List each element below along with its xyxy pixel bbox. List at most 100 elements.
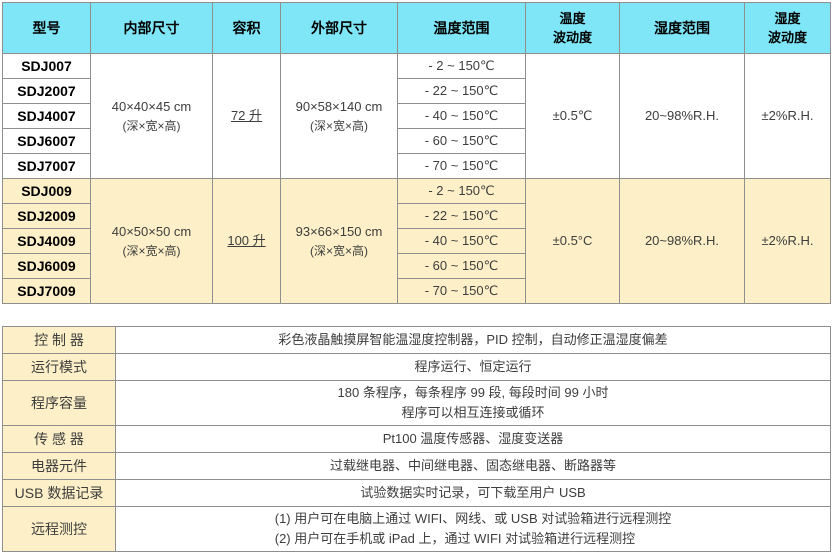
header-volume: 容积 bbox=[212, 2, 281, 54]
feature-value: 180 条程序，每条程序 99 段, 每段时间 99 小时 程序可以相互连接或循… bbox=[115, 380, 831, 426]
temp-range-cell: - 22 ~ 150℃ bbox=[397, 78, 526, 104]
model-cell: SDJ009 bbox=[2, 178, 91, 204]
feature-value-line: (2) 用户可在手机或 iPad 上，通过 WIFI 对试验箱进行远程测控 bbox=[274, 531, 636, 546]
feature-row-run-mode: 运行模式 程序运行、恒定运行 bbox=[2, 353, 831, 381]
feature-value-line: 过载继电器、中间继电器、固态继电器、断路器等 bbox=[329, 458, 616, 473]
header-humidity-fluctuation-line2: 波动度 bbox=[767, 30, 807, 45]
model-cell: SDJ6007 bbox=[2, 128, 91, 154]
feature-value-left-block: (1) 用户可在电脑上通过 WIFI、网线、或 USB 对试验箱进行远程测控 (… bbox=[275, 509, 672, 549]
volume-value: 72 升 bbox=[230, 108, 263, 123]
header-humidity-fluctuation: 湿度 波动度 bbox=[744, 2, 831, 54]
internal-size-value: 40×40×45 cm bbox=[111, 98, 192, 114]
feature-row-usb-logging: USB 数据记录 试验数据实时记录，可下载至用户 USB bbox=[2, 479, 831, 507]
feature-row-electrical: 电器元件 过载继电器、中间继电器、固态继电器、断路器等 bbox=[2, 452, 831, 480]
temp-range-cell: - 2 ~ 150℃ bbox=[397, 53, 526, 79]
model-cell: SDJ2009 bbox=[2, 203, 91, 229]
model-cell: SDJ4007 bbox=[2, 103, 91, 129]
spec-table: 型号 内部尺寸 容积 外部尺寸 温度范围 温度 波动度 湿度范围 湿度 波动度 … bbox=[2, 2, 831, 304]
temp-range-cell: - 70 ~ 150℃ bbox=[397, 153, 526, 179]
feature-value-line: 程序可以相互连接或循环 bbox=[401, 405, 545, 420]
header-temp-fluctuation: 温度 波动度 bbox=[525, 2, 620, 54]
external-size-cell: 90×58×140 cm (深×宽×高) bbox=[280, 53, 398, 179]
humidity-range-cell: 20~98%R.H. bbox=[619, 178, 745, 304]
humidity-fluctuation-cell: ±2%R.H. bbox=[744, 178, 831, 304]
feature-label: 远程测控 bbox=[2, 506, 116, 552]
humidity-fluctuation-cell: ±2%R.H. bbox=[744, 53, 831, 179]
header-humidity-fluctuation-line1: 湿度 bbox=[774, 11, 801, 26]
feature-label: 传 感 器 bbox=[2, 425, 116, 453]
feature-value: Pt100 温度传感器、湿度变送器 bbox=[115, 425, 831, 453]
feature-row-controller: 控 制 器 彩色液晶触摸屏智能温湿度控制器，PID 控制，自动修正温湿度偏差 bbox=[2, 326, 831, 354]
temp-range-cell: - 60 ~ 150℃ bbox=[397, 253, 526, 279]
feature-value: 程序运行、恒定运行 bbox=[115, 353, 831, 381]
header-external-size: 外部尺寸 bbox=[280, 2, 398, 54]
feature-row-remote-control: 远程测控 (1) 用户可在电脑上通过 WIFI、网线、或 USB 对试验箱进行远… bbox=[2, 506, 831, 552]
temp-range-cell: - 22 ~ 150℃ bbox=[397, 203, 526, 229]
internal-size-cell: 40×40×45 cm (深×宽×高) bbox=[90, 53, 213, 179]
table-row: SDJ007 40×40×45 cm (深×宽×高) 72 升 90×58×14… bbox=[2, 53, 831, 179]
table-row: SDJ7007 - 70 ~ 150℃ bbox=[2, 153, 831, 179]
feature-value: (1) 用户可在电脑上通过 WIFI、网线、或 USB 对试验箱进行远程测控 (… bbox=[115, 506, 831, 552]
temp-fluctuation-cell: ±0.5℃ bbox=[525, 53, 620, 179]
volume-cell: 72 升 bbox=[212, 53, 281, 179]
table-row: SDJ4009 - 40 ~ 150℃ bbox=[2, 228, 831, 254]
spec-header-row: 型号 内部尺寸 容积 外部尺寸 温度范围 温度 波动度 湿度范围 湿度 波动度 bbox=[2, 2, 831, 54]
feature-value: 试验数据实时记录，可下载至用户 USB bbox=[115, 479, 831, 507]
table-row: SDJ4007 - 40 ~ 150℃ bbox=[2, 103, 831, 129]
feature-row-sensor: 传 感 器 Pt100 温度传感器、湿度变送器 bbox=[2, 425, 831, 453]
feature-label: 电器元件 bbox=[2, 452, 116, 480]
table-gap bbox=[2, 304, 830, 326]
internal-size-cell: 40×50×50 cm (深×宽×高) bbox=[90, 178, 213, 304]
feature-value-line: 试验数据实时记录，可下载至用户 USB bbox=[360, 485, 586, 500]
model-cell: SDJ7007 bbox=[2, 153, 91, 179]
volume-cell: 100 升 bbox=[212, 178, 281, 304]
external-size-value: 90×58×140 cm bbox=[295, 98, 383, 114]
table-row: SDJ6007 - 60 ~ 150℃ bbox=[2, 128, 831, 154]
temp-range-cell: - 60 ~ 150℃ bbox=[397, 128, 526, 154]
external-size-note: (深×宽×高) bbox=[309, 118, 368, 133]
temp-range-cell: - 70 ~ 150℃ bbox=[397, 278, 526, 304]
feature-label: 运行模式 bbox=[2, 353, 116, 381]
table-row: SDJ6009 - 60 ~ 150℃ bbox=[2, 253, 831, 279]
feature-row-program-capacity: 程序容量 180 条程序，每条程序 99 段, 每段时间 99 小时 程序可以相… bbox=[2, 380, 831, 426]
internal-size-note: (深×宽×高) bbox=[122, 243, 181, 258]
model-cell: SDJ7009 bbox=[2, 278, 91, 304]
volume-value: 100 升 bbox=[227, 233, 266, 248]
external-size-value: 93×66×150 cm bbox=[295, 223, 383, 239]
external-size-cell: 93×66×150 cm (深×宽×高) bbox=[280, 178, 398, 304]
model-cell: SDJ007 bbox=[2, 53, 91, 79]
table-row: SDJ009 40×50×50 cm (深×宽×高) 100 升 93×66×1… bbox=[2, 178, 831, 304]
external-size-note: (深×宽×高) bbox=[309, 243, 368, 258]
temp-range-cell: - 2 ~ 150℃ bbox=[397, 178, 526, 204]
humidity-range-cell: 20~98%R.H. bbox=[619, 53, 745, 179]
feature-value: 过载继电器、中间继电器、固态继电器、断路器等 bbox=[115, 452, 831, 480]
feature-label: 控 制 器 bbox=[2, 326, 116, 354]
table-row: SDJ7009 - 70 ~ 150℃ bbox=[2, 278, 831, 304]
internal-size-note: (深×宽×高) bbox=[122, 118, 181, 133]
feature-label: 程序容量 bbox=[2, 380, 116, 426]
table-row: SDJ2007 - 22 ~ 150℃ bbox=[2, 78, 831, 104]
header-temp-range: 温度范围 bbox=[397, 2, 526, 54]
feature-label: USB 数据记录 bbox=[2, 479, 116, 507]
header-internal-size: 内部尺寸 bbox=[90, 2, 213, 54]
feature-value-line: 180 条程序，每条程序 99 段, 每段时间 99 小时 bbox=[337, 385, 609, 400]
table-row: SDJ2009 - 22 ~ 150℃ bbox=[2, 203, 831, 229]
header-temp-fluctuation-line2: 波动度 bbox=[552, 30, 592, 45]
feature-value-line: 程序运行、恒定运行 bbox=[414, 359, 532, 374]
model-cell: SDJ4009 bbox=[2, 228, 91, 254]
header-temp-fluctuation-line1: 温度 bbox=[559, 11, 586, 26]
model-cell: SDJ2007 bbox=[2, 78, 91, 104]
temp-fluctuation-cell: ±0.5°C bbox=[525, 178, 620, 304]
temp-range-cell: - 40 ~ 150℃ bbox=[397, 103, 526, 129]
header-humidity-range: 湿度范围 bbox=[619, 2, 745, 54]
internal-size-value: 40×50×50 cm bbox=[111, 223, 192, 239]
feature-table: 控 制 器 彩色液晶触摸屏智能温湿度控制器，PID 控制，自动修正温湿度偏差 运… bbox=[2, 326, 831, 552]
feature-value: 彩色液晶触摸屏智能温湿度控制器，PID 控制，自动修正温湿度偏差 bbox=[115, 326, 831, 354]
model-cell: SDJ6009 bbox=[2, 253, 91, 279]
feature-value-line: Pt100 温度传感器、湿度变送器 bbox=[382, 431, 564, 446]
temp-range-cell: - 40 ~ 150℃ bbox=[397, 228, 526, 254]
header-model: 型号 bbox=[2, 2, 91, 54]
feature-value-line: 彩色液晶触摸屏智能温湿度控制器，PID 控制，自动修正温湿度偏差 bbox=[278, 332, 668, 347]
feature-value-line: (1) 用户可在电脑上通过 WIFI、网线、或 USB 对试验箱进行远程测控 bbox=[274, 511, 672, 526]
